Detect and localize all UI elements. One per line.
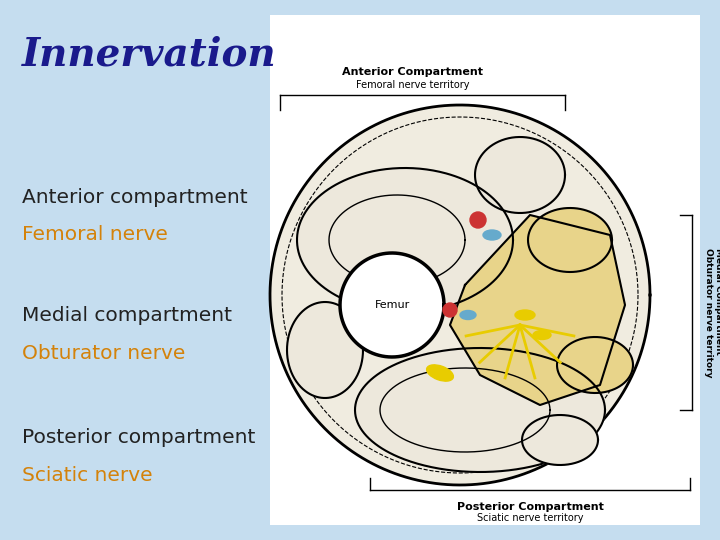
Polygon shape [355, 348, 605, 472]
Text: Posterior compartment: Posterior compartment [22, 428, 255, 447]
Text: Femoral nerve territory: Femoral nerve territory [356, 80, 469, 90]
Polygon shape [287, 302, 363, 398]
Text: Femur: Femur [374, 300, 410, 310]
Polygon shape [270, 105, 650, 485]
Ellipse shape [515, 310, 535, 320]
Circle shape [470, 212, 486, 228]
Polygon shape [475, 137, 565, 213]
Text: Anterior Compartment: Anterior Compartment [342, 67, 483, 77]
Polygon shape [528, 208, 612, 272]
Ellipse shape [533, 330, 551, 340]
Polygon shape [297, 168, 513, 312]
Text: Medial compartment: Medial compartment [22, 306, 232, 326]
Text: Innervation: Innervation [22, 36, 276, 74]
Text: Obturator nerve: Obturator nerve [22, 344, 185, 363]
Text: Anterior compartment: Anterior compartment [22, 187, 247, 207]
Ellipse shape [427, 365, 454, 381]
Text: Femoral nerve: Femoral nerve [22, 225, 168, 245]
Polygon shape [450, 215, 625, 405]
Text: Posterior Compartment: Posterior Compartment [456, 502, 603, 512]
Text: Sciatic nerve: Sciatic nerve [22, 465, 152, 485]
Ellipse shape [483, 230, 501, 240]
Text: Sciatic nerve territory: Sciatic nerve territory [477, 513, 583, 523]
Polygon shape [522, 415, 598, 465]
Polygon shape [557, 337, 633, 393]
Circle shape [443, 303, 457, 317]
Polygon shape [340, 253, 444, 357]
Text: Medial Compartment
Obturator nerve territory: Medial Compartment Obturator nerve terri… [704, 248, 720, 377]
Bar [270, 15, 700, 525]
Ellipse shape [460, 310, 476, 320]
